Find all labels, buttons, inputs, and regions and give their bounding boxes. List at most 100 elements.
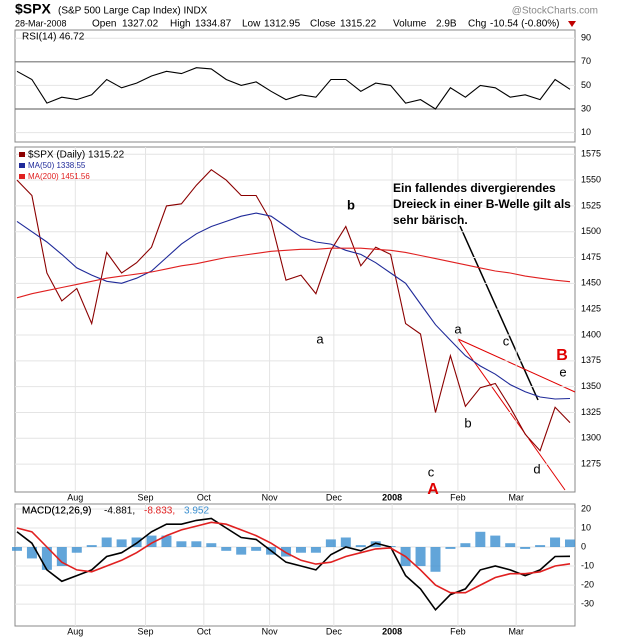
high: 1334.87: [195, 19, 232, 30]
x-tick-label: Mar: [508, 492, 524, 502]
triangle-lower: [457, 338, 566, 491]
date: 28-Mar-2008: [15, 18, 67, 28]
histogram-bar: [565, 539, 575, 548]
histogram-bar: [445, 547, 456, 549]
x-tick-label: Dec: [326, 626, 343, 636]
x-tick-label: Oct: [197, 626, 212, 636]
histogram-bar: [295, 547, 306, 553]
chg-label: Chg: [468, 19, 486, 30]
y-tick-label: 70: [581, 56, 591, 66]
source: @StockCharts.com: [512, 6, 598, 17]
y-tick-label: 1550: [581, 174, 601, 184]
wave-label: c: [428, 464, 435, 479]
y-tick-label: 1475: [581, 252, 601, 262]
wave-label: a: [454, 321, 462, 336]
histogram-bar: [505, 543, 516, 548]
histogram-bar: [71, 547, 82, 553]
series-line: [16, 212, 571, 400]
series-line: [16, 168, 571, 452]
histogram-bar: [86, 545, 97, 548]
legend-swatch: [19, 174, 25, 179]
x-tick-label: Feb: [450, 492, 466, 502]
y-tick-label: 1500: [581, 226, 601, 236]
histogram-bar: [116, 539, 127, 548]
legend-swatch: [19, 152, 25, 157]
histogram-bar: [56, 547, 67, 567]
y-tick-label: 30: [581, 103, 591, 113]
histogram-bar: [355, 545, 366, 548]
histogram-bar: [236, 547, 247, 555]
y-tick-label: 1525: [581, 200, 601, 210]
y-tick-label: 1275: [581, 458, 601, 468]
low: 1312.95: [264, 19, 301, 30]
high-label: High: [170, 19, 191, 30]
legend-label: MA(50) 1338.55: [28, 161, 86, 170]
histogram-bar: [251, 547, 262, 551]
legend-swatch: [19, 163, 25, 168]
volume: 2.9B: [436, 19, 457, 30]
chg: -10.54 (-0.80%): [490, 19, 559, 30]
macd-frame: [14, 503, 576, 627]
series-line: [16, 521, 571, 594]
series-line: [16, 67, 571, 110]
y-tick-label: 1450: [581, 278, 601, 288]
y-tick-label: 1325: [581, 407, 601, 417]
histogram-bar: [475, 531, 486, 548]
histogram-bar: [415, 547, 426, 567]
symbol: $SPX: [15, 1, 51, 17]
open-label: Open: [92, 19, 116, 30]
histogram-bar: [221, 547, 232, 551]
histogram-bar: [161, 535, 172, 548]
close: 1315.22: [340, 19, 377, 30]
comment-pointer: [459, 225, 539, 401]
histogram-bar: [535, 545, 546, 548]
histogram-bar: [146, 535, 157, 548]
macd-value: 3.952: [184, 506, 209, 517]
legend-label: $SPX (Daily) 1315.22: [28, 150, 125, 161]
y-tick-label: -10: [581, 560, 594, 570]
macd-label: MACD(12,26,9): [22, 506, 91, 517]
x-tick-label: Nov: [262, 492, 279, 502]
wave-label: e: [559, 364, 566, 379]
wave-label: d: [533, 461, 540, 476]
x-tick-label: Feb: [450, 626, 466, 636]
x-tick-label: 2008: [382, 626, 402, 636]
histogram-bar: [206, 543, 217, 548]
y-tick-label: 1375: [581, 355, 601, 365]
y-tick-label: 90: [581, 33, 591, 43]
wave-label: B: [556, 347, 568, 364]
y-tick-label: 1575: [581, 149, 601, 159]
histogram-bar: [101, 537, 112, 548]
histogram-bar: [490, 535, 501, 548]
histogram-bar: [26, 547, 37, 559]
wave-label: A: [427, 481, 439, 498]
x-tick-label: Oct: [197, 492, 212, 502]
comment: sehr bärisch.: [393, 213, 468, 227]
macd-value: -4.881,: [104, 506, 135, 517]
histogram-bar: [550, 537, 561, 548]
histogram-bar: [370, 541, 381, 548]
index-name: (S&P 500 Large Cap Index) INDX: [58, 6, 208, 17]
x-tick-label: Nov: [262, 626, 279, 636]
wave-label: b: [347, 197, 355, 212]
wave-label: a: [316, 331, 324, 346]
series-line: [16, 247, 571, 299]
histogram-bar: [340, 537, 351, 548]
close-label: Close: [310, 19, 336, 30]
y-tick-label: 10: [581, 522, 591, 532]
x-tick-label: Sep: [138, 626, 154, 636]
price-frame: [14, 146, 576, 493]
histogram-bar: [520, 547, 531, 549]
histogram-bar: [430, 547, 441, 572]
wave-label: b: [464, 415, 471, 430]
histogram-bar: [191, 541, 202, 548]
histogram-bar: [12, 547, 22, 551]
low-label: Low: [242, 19, 261, 30]
histogram-bar: [310, 547, 321, 553]
rsi-frame: [14, 29, 576, 143]
comment: Dreieck in einer B-Welle gilt als: [393, 197, 571, 211]
volume-label: Volume: [393, 19, 427, 30]
x-tick-label: Aug: [67, 626, 83, 636]
down-arrow: [568, 21, 576, 27]
